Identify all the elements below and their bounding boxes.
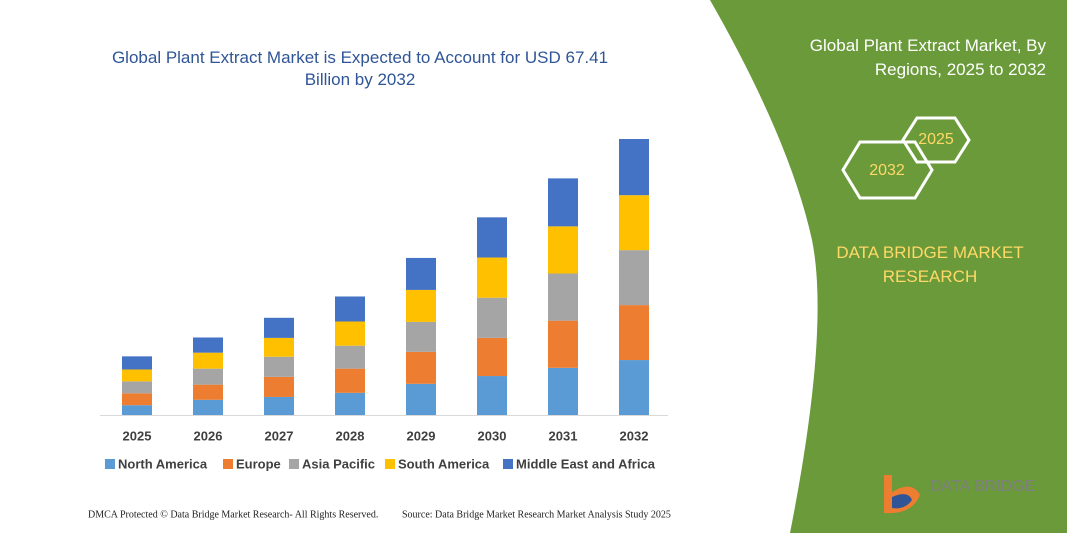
bar-segment	[477, 257, 507, 298]
bar-segment	[548, 226, 578, 274]
logo-icon	[892, 494, 912, 509]
bar-segment	[193, 368, 223, 385]
bar-segment	[619, 195, 649, 251]
bar-segment	[122, 369, 152, 382]
bar-segment	[619, 305, 649, 361]
bar-segment	[264, 337, 294, 357]
legend-label: Middle East and Africa	[516, 456, 656, 471]
bar-segment	[406, 351, 436, 384]
bar-segment	[335, 392, 365, 415]
x-tick-label: 2029	[407, 428, 436, 443]
logo-text: DATA BRIDGE	[930, 478, 1035, 495]
hexagon	[841, 140, 934, 200]
panel-title: Global Plant Extract Market, By Regions,…	[809, 36, 1046, 79]
x-tick-label: 2027	[265, 428, 294, 443]
bar-segment	[193, 352, 223, 369]
footer-text: Source: Data Bridge Market Research Mark…	[402, 509, 671, 520]
legend-label: Asia Pacific	[302, 456, 375, 471]
brand-text: DATA BRIDGE MARKET RESEARCH	[836, 243, 1024, 286]
bar-segment	[193, 384, 223, 400]
legend-label: South America	[398, 456, 490, 471]
bar-segment	[406, 289, 436, 322]
bar-segment	[477, 337, 507, 377]
bar-segment	[193, 399, 223, 415]
green-panel	[710, 0, 1067, 533]
bar-segment	[619, 360, 649, 415]
x-tick-label: 2026	[194, 428, 223, 443]
bar-segment	[264, 317, 294, 338]
bar-segment	[264, 376, 294, 397]
hexagon	[901, 116, 971, 164]
x-tick-label: 2028	[336, 428, 365, 443]
x-tick-label: 2032	[620, 428, 649, 443]
legend-swatch	[503, 459, 513, 469]
bar-segment	[406, 383, 436, 415]
bar-segment	[477, 217, 507, 258]
footer-text: DMCA Protected © Data Bridge Market Rese…	[88, 509, 378, 520]
bar-segment	[335, 345, 365, 369]
x-tick-label: 2031	[549, 428, 578, 443]
x-tick-label: 2030	[478, 428, 507, 443]
bar-segment	[335, 321, 365, 346]
bar-segment	[122, 393, 152, 406]
bar-segment	[548, 178, 578, 227]
chart-title: Global Plant Extract Market is Expected …	[111, 48, 609, 89]
bar-segment	[477, 376, 507, 415]
bar-segment	[122, 356, 152, 370]
legend-swatch	[223, 459, 233, 469]
hex-label: 2025	[918, 131, 954, 148]
bar-segment	[406, 257, 436, 290]
bar-segment	[406, 321, 436, 352]
legend-swatch	[105, 459, 115, 469]
x-tick-label: 2025	[123, 428, 152, 443]
bar-segment	[122, 381, 152, 394]
bar-segment	[193, 337, 223, 353]
bar-segment	[122, 405, 152, 415]
bar-segment	[619, 250, 649, 306]
bar-segment	[477, 297, 507, 338]
bar-segment	[619, 139, 649, 196]
bar-segment	[264, 396, 294, 415]
bar-segment	[548, 367, 578, 415]
legend-label: Europe	[236, 456, 281, 471]
bar-segment	[548, 273, 578, 321]
legend-swatch	[289, 459, 299, 469]
bar-segment	[335, 368, 365, 393]
bar-segment	[264, 356, 294, 377]
bar-segment	[335, 296, 365, 322]
legend-label: North America	[118, 456, 208, 471]
bar-segment	[548, 320, 578, 368]
legend-swatch	[385, 459, 395, 469]
hex-label: 2032	[869, 162, 905, 179]
